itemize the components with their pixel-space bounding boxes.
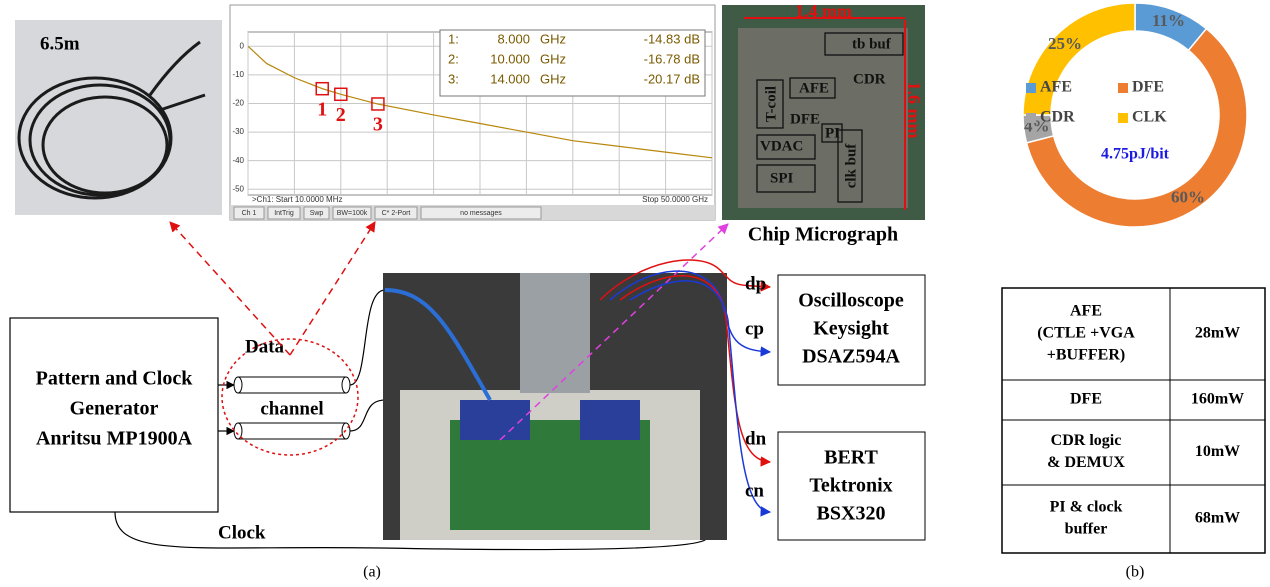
center-label: 4.75pJ/bit — [1101, 146, 1170, 163]
generator-text: Anritsu MP1900A — [36, 428, 193, 450]
scope-text: Keysight — [813, 318, 889, 340]
table-cell: 160mW — [1191, 391, 1244, 408]
chip-block: T-coil — [763, 86, 779, 122]
port-label: dp — [745, 273, 766, 294]
scope-text: DSAZ594A — [802, 346, 900, 368]
caption: (a) — [363, 564, 381, 581]
marker-table-cell: -20.17 dB — [644, 71, 700, 86]
legend-swatch — [1118, 113, 1128, 123]
port-label: dn — [745, 428, 767, 449]
caption: (b) — [1126, 564, 1145, 581]
tab-label: BW=100k — [337, 210, 368, 217]
y-tick-label: -40 — [232, 156, 244, 165]
bert-text: BERT — [824, 447, 878, 469]
chip-width: 1.4 mm — [795, 1, 852, 21]
vna-start: >Ch1: Start 10.0000 MHz — [252, 195, 343, 204]
figure: 6.5m 0 -10 -20 -30 -40 -50 12 3 1: 8.000 GHz -14.83… — [0, 0, 1270, 587]
scope-text: Oscilloscope — [798, 290, 904, 312]
tab-label: Ch 1 — [242, 210, 257, 217]
y-tick-label: -50 — [232, 184, 244, 193]
legend-label: AFE — [1040, 79, 1072, 96]
y-tick-label: -30 — [232, 127, 244, 136]
table-cell: AFE — [1070, 303, 1102, 320]
marker-number: 1 — [317, 98, 327, 120]
marker-table-cell: GHz — [540, 31, 566, 46]
clock-label: Clock — [218, 522, 266, 543]
page: {"chart_data":[ {"type":"line","color":"… — [0, 0, 1270, 587]
marker-table-cell: -16.78 dB — [644, 51, 700, 66]
legend-label: DFE — [1132, 79, 1164, 96]
marker-table-cell: 14.000 — [490, 71, 530, 86]
wire — [350, 290, 385, 385]
marker-table-cell: -14.83 dB — [644, 31, 700, 46]
bert-text: Tektronix — [809, 475, 892, 497]
chip-block: PI — [825, 125, 840, 141]
chip-block: SPI — [770, 170, 794, 186]
table-cell: CDR logic — [1051, 432, 1122, 449]
legend-swatch — [1026, 83, 1036, 93]
marker-table-cell: 2: — [448, 51, 459, 66]
table-cell: +BUFFER) — [1047, 347, 1125, 364]
chip-block: CDR — [853, 71, 886, 87]
chip-block: tb buf — [852, 36, 892, 52]
legend-label: CDR — [1040, 109, 1075, 126]
tab-label: C* 2-Port — [382, 210, 411, 217]
table-cell: 10mW — [1195, 443, 1240, 460]
arrow — [290, 222, 375, 355]
legend-swatch — [1118, 83, 1128, 93]
tab-label: no messages — [460, 210, 502, 217]
port-label: cn — [745, 480, 764, 501]
marker-number: 2 — [336, 104, 346, 126]
chip-caption: Chip Micrograph — [748, 224, 898, 246]
table-cell: (CTLE +VGA — [1037, 325, 1135, 342]
marker-number: 3 — [373, 114, 383, 136]
marker-table-cell: GHz — [540, 51, 566, 66]
legend-swatch — [1026, 113, 1036, 123]
value-label: 60% — [1171, 187, 1205, 206]
table-cell: & DEMUX — [1047, 454, 1125, 471]
chip-block: clk buf — [843, 143, 859, 189]
y-tick-label: -10 — [232, 70, 244, 79]
tab-label: Swp — [310, 210, 324, 217]
channel-label: channel — [260, 398, 323, 419]
value-label: 25% — [1048, 34, 1082, 53]
generator-text: Generator — [70, 398, 159, 420]
chip-block: DFE — [790, 111, 820, 127]
generator-text: Pattern and Clock — [36, 368, 194, 390]
bert-text: BSX320 — [817, 503, 886, 525]
cable-length: 6.5m — [40, 33, 80, 54]
table-cell: buffer — [1065, 521, 1108, 538]
marker-table-cell: 3: — [448, 71, 459, 86]
vna-stop: Stop 50.0000 GHz — [642, 195, 708, 204]
legend-label: CLK — [1132, 109, 1167, 126]
table-cell: DFE — [1070, 391, 1102, 408]
chip-block: VDAC — [760, 138, 803, 154]
port-label: cp — [745, 318, 764, 339]
data-label: Data — [245, 336, 285, 357]
chip-height: 1.6 mm — [904, 82, 924, 139]
marker-table-cell: 1: — [448, 31, 459, 46]
microscope — [520, 273, 590, 393]
donut-segment — [1023, 3, 1135, 115]
marker-table-cell: GHz — [540, 71, 566, 86]
power-table: AFE (CTLE +VGA +BUFFER) 28mW DFE 160mW CDR log… — [1002, 288, 1265, 553]
chip-block: AFE — [799, 80, 829, 96]
value-label: 11% — [1152, 11, 1185, 30]
probe — [460, 400, 530, 440]
table-cell: 68mW — [1195, 510, 1240, 527]
marker-table-cell: 10.000 — [490, 51, 530, 66]
table-cell: 28mW — [1195, 325, 1240, 342]
probe — [580, 400, 640, 440]
tab-label: IntTrig — [274, 210, 294, 217]
table-cell: PI & clock — [1050, 499, 1123, 516]
y-tick-label: 0 — [240, 41, 245, 50]
marker-table-cell: 8.000 — [497, 31, 530, 46]
y-tick-label: -20 — [232, 99, 244, 108]
